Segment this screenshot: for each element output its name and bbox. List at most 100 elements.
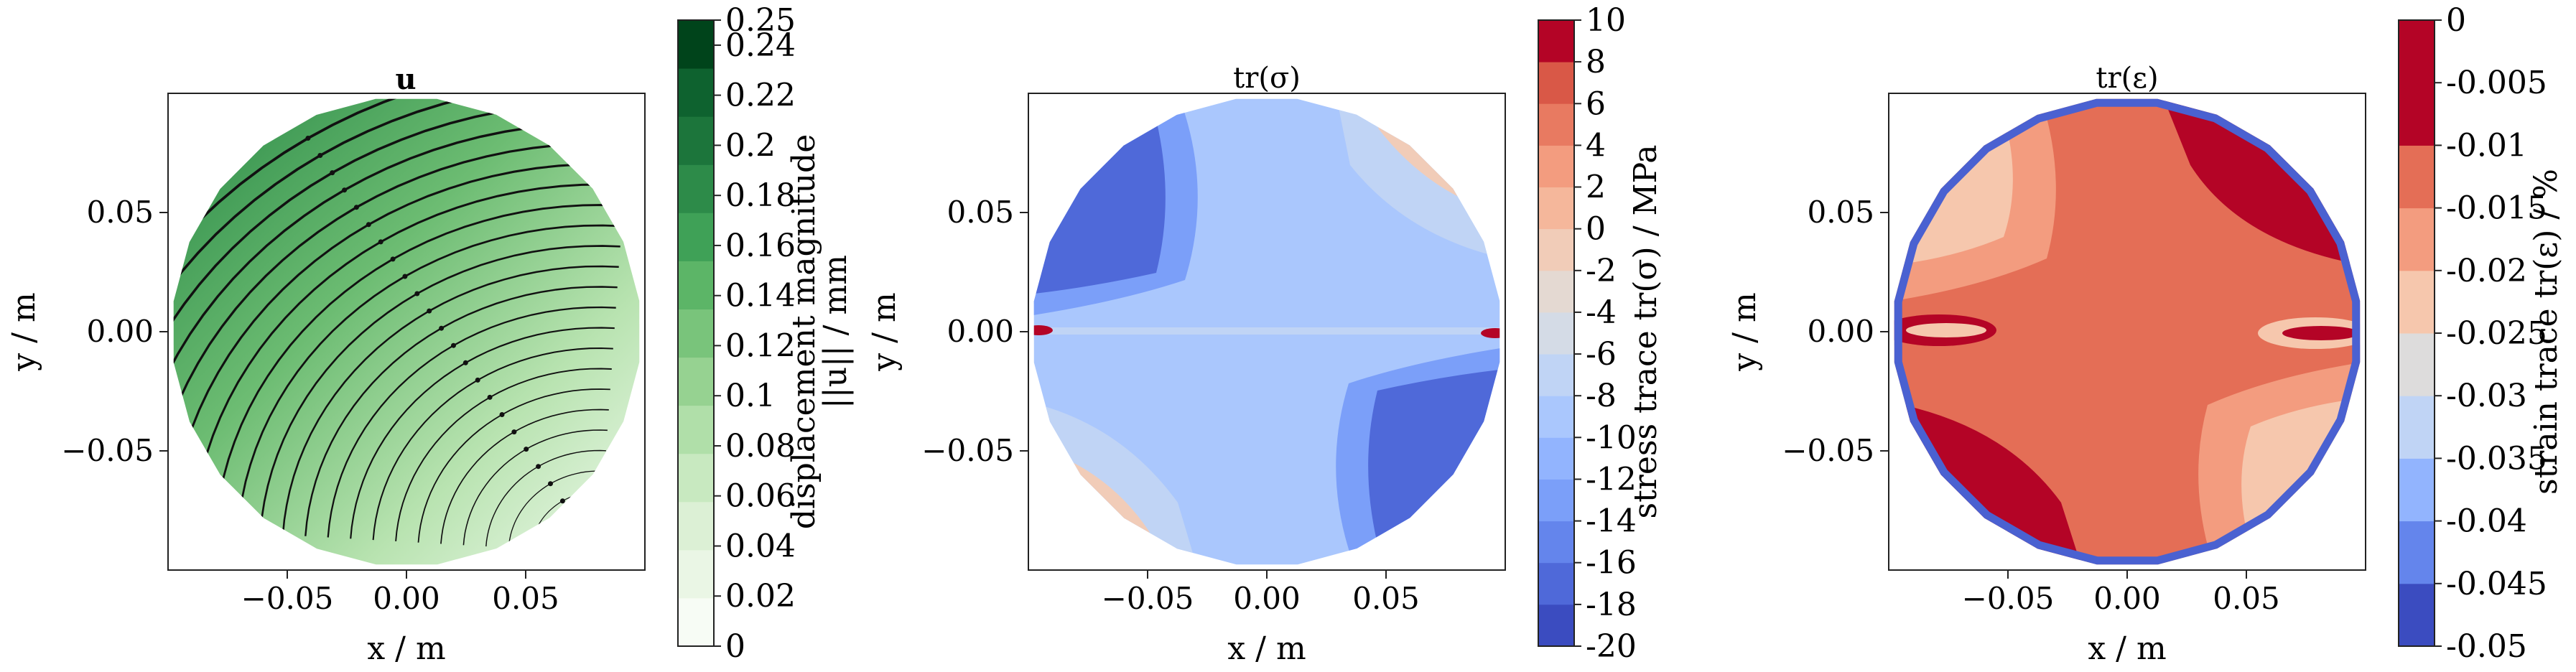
streamline [173,121,629,526]
colorbar-swatch [1538,521,1574,564]
colorbar-swatch [1538,187,1574,230]
colorbar-tick-label: -0.045 [2446,566,2547,602]
plot-area-3 [1894,98,2361,565]
y-tick-label: −0.05 [1782,433,1874,468]
streamline-arrow [390,256,396,262]
streamline [372,347,613,541]
colorbar-swatch [678,549,714,599]
colorbar-swatch [2399,458,2435,522]
displacement-field [173,98,640,565]
panel-1-title: u [395,62,416,96]
colorbar-tick-label: -0.025 [2446,315,2547,352]
colorbar-swatch [678,309,714,358]
colorbar-swatch [2399,396,2435,459]
x-tick-label: 0.00 [2093,581,2161,616]
colorbar-tick-label: 0 [1586,211,1606,248]
colorbar-tick-label: 8 [1586,44,1606,80]
colorbar-tick-label: 0 [725,628,745,665]
colorbar-tick-label: -8 [1586,378,1617,414]
streamline [191,183,625,530]
colorbar-tick-label: -0.015 [2446,190,2547,227]
x-tick-label: −0.05 [241,581,334,616]
streamline [440,409,609,544]
crack-tip-left [1033,325,1053,335]
colorbar-swatch [678,20,714,69]
colorbar-swatch [2399,145,2435,209]
colorbar-tick-label: -0.01 [2446,127,2527,164]
colorbar-tick-label: 0.06 [725,478,796,515]
streamline [173,98,632,523]
streamline-arrow [487,394,493,400]
axis-ticks-1: −0.05 0.00 0.05 0.05 0.00 −0.05 [61,195,559,616]
streamline [327,306,616,538]
colorbar-tick-label: 0.18 [725,177,796,214]
streamline-arrow [378,239,383,245]
crack-line [1033,327,1500,335]
streamline-arrow [366,222,371,228]
colorbar-tick-label: 0 [2446,2,2466,39]
colorbar-tick-label: 0.1 [725,378,776,414]
plot-area-2 [1033,98,1500,565]
crack-zone-left-inner [1906,323,1986,337]
colorbar-swatch [1538,562,1574,605]
streamline-arrow [305,136,311,141]
colorbar-frame [1538,19,1575,647]
x-tick-label: 0.05 [2213,581,2280,616]
colorbar-tick-label: 0.12 [725,327,796,364]
stress-lobe-lower-right-core [1368,369,1500,565]
colorbar-swatch [2399,207,2435,271]
colorbar-3-label: strain trace tr(ε) / % [2528,169,2565,495]
streamline-arrow [462,360,468,365]
colorbar-tick-label: 6 [1586,85,1606,122]
streamline [462,429,608,546]
colorbar-tick-label: -4 [1586,294,1617,331]
y-axis-label-3: y / m [1726,292,1763,371]
panel-3-title: tr(ε) [2096,62,2158,95]
colorbar-swatch [1538,228,1574,271]
colorbar-swatch [2399,20,2435,83]
colorbar-tick-label: -20 [1586,628,1637,665]
colorbar-swatch [678,405,714,454]
streamline [395,368,612,541]
y-tick-label: 0.05 [947,195,1014,230]
x-tick-label: −0.05 [1962,581,2055,616]
colorbar-swatch [678,116,714,165]
colorbar-swatch [1538,62,1574,104]
crack-zone-right-inner [2282,326,2360,340]
colorbar-swatch [1538,20,1574,62]
colorbar-swatch [678,453,714,503]
streamline-arrow [330,170,335,176]
colorbar-tick-label: 10 [1586,2,1626,39]
colorbar-strain: 0 -0.005 -0.01 -0.015 -0.02 -0.025 -0.03 -0.035… [2398,2,2547,665]
streamline [259,245,620,534]
panel-2-title: tr(σ) [1233,62,1301,95]
colorbar-swatch [1538,354,1574,396]
colorbar-swatch [678,501,714,551]
colorbar-tick-label: -16 [1586,545,1637,582]
streamline [485,449,606,547]
streamline [304,286,618,536]
colorbar-swatch [678,164,714,213]
x-axis-label-2: x / m [1227,630,1306,667]
x-tick-label: 0.05 [492,581,559,616]
x-axis-label-1: x / m [367,630,445,667]
colorbar-swatch [1538,479,1574,522]
colorbar-tick-label: 0.08 [725,428,796,465]
colorbar-tick-label: -0.02 [2446,253,2527,289]
streamline-arrow [342,187,348,193]
streamline-arrow [317,153,323,158]
colorbar-1-label-line1: displacement magnitude [786,134,822,530]
x-axis-label-3: x / m [2088,630,2166,667]
streamline-arrow [402,274,408,279]
colorbar-swatch [1538,312,1574,355]
crack-tip-right [1481,328,1500,338]
y-tick-label: 0.00 [86,314,154,349]
axis-ticks-2: −0.05 0.00 0.05 0.05 0.00 −0.05 [921,195,1419,616]
streamline-arrow [511,429,517,435]
colorbar-tick-label: -14 [1586,503,1637,540]
panel-displacement: u −0.05 0.00 0.05 0.05 0.00 −0.05 x / m … [6,2,854,667]
colorbar-tick-label: -0.005 [2446,65,2547,101]
colorbar-swatch [678,68,714,117]
boundary-rim [1894,98,2361,565]
colorbar-displacement: 0.250.24 0.22 0.2 0.18 0.16 0.14 0.12 0.1 0.08 0.… [677,2,796,665]
